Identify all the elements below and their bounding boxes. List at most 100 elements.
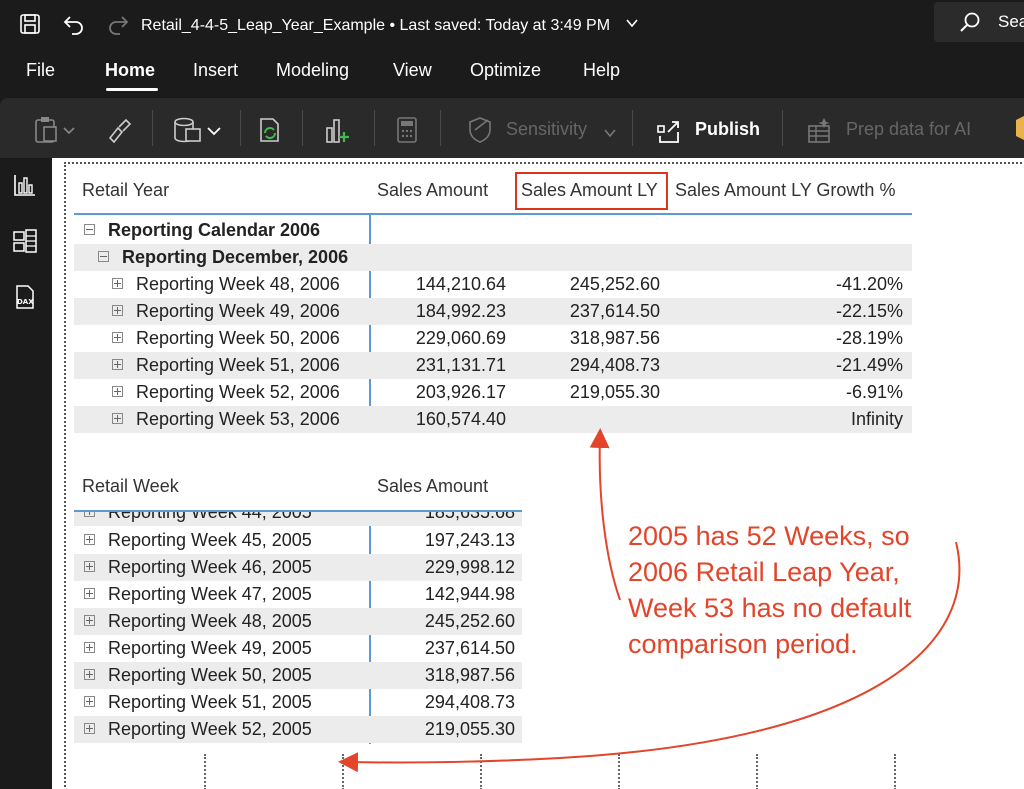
grid-dots xyxy=(618,754,620,789)
grid-dots xyxy=(204,754,206,789)
subgroup-row: Reporting December, 2006 xyxy=(74,244,912,271)
sales-value: 142,944.98 xyxy=(424,584,515,604)
menu-modeling[interactable]: Modeling xyxy=(276,60,350,80)
table-view-icon[interactable] xyxy=(12,228,38,254)
row-label: Reporting Week 44, 2005 xyxy=(108,512,312,522)
calculator-icon[interactable] xyxy=(396,116,418,144)
refresh-icon[interactable] xyxy=(256,116,284,144)
get-data-icon[interactable] xyxy=(172,116,228,144)
expand-icon[interactable] xyxy=(84,723,95,734)
visual-selection-frame xyxy=(64,162,1022,789)
table-row: Reporting Week 49, 2005 237,614.50 xyxy=(74,635,522,662)
menu-home[interactable]: Home xyxy=(105,60,156,80)
header-sales-amount-ly[interactable]: Sales Amount LY xyxy=(521,180,658,200)
chevron-down-icon[interactable] xyxy=(604,128,616,138)
saved-status: • Last saved: Today at 3:49 PM xyxy=(389,17,611,34)
header-divider xyxy=(74,213,912,215)
menu-optimize[interactable]: Optimize xyxy=(470,60,542,80)
sales-value: 185,635.68 xyxy=(424,512,515,522)
menu-view[interactable]: View xyxy=(393,60,432,80)
table-row: Reporting Week 45, 2005 197,243.13 xyxy=(74,527,522,554)
matrix-header: Retail Year Sales Amount Sales Amount LY… xyxy=(74,174,912,210)
expand-icon[interactable] xyxy=(84,615,95,626)
ribbon-separator xyxy=(782,110,783,146)
ribbon-separator xyxy=(302,110,303,146)
row-label: Reporting Week 52, 2005 xyxy=(108,719,312,739)
header-retail-year[interactable]: Retail Year xyxy=(82,180,170,200)
table-scroll-body[interactable]: Reporting Week 44, 2005 185,635.68 Repor… xyxy=(74,512,522,744)
annotation-line: Week 53 has no default xyxy=(628,593,912,623)
arrow-to-week-53 xyxy=(589,428,621,601)
ribbon-separator xyxy=(632,110,633,146)
header-retail-week[interactable]: Retail Week xyxy=(82,476,179,496)
expand-icon[interactable] xyxy=(84,534,95,545)
sales-value: 318,987.56 xyxy=(424,665,515,685)
row-label: Reporting Week 51, 2006 xyxy=(136,355,340,375)
collapse-icon[interactable] xyxy=(84,224,95,235)
report-view-icon[interactable] xyxy=(12,172,38,198)
annotation-callout: 2005 has 52 Weeks, so 2006 Retail Leap Y… xyxy=(628,518,911,662)
undo-icon[interactable] xyxy=(62,12,86,36)
table-row: Reporting Week 44, 2005 185,635.68 xyxy=(74,512,522,526)
expand-icon[interactable] xyxy=(84,642,95,653)
table-row: Reporting Week 50, 2005 318,987.56 xyxy=(74,662,522,689)
row-label: Reporting Week 47, 2005 xyxy=(108,584,312,604)
highlight-box xyxy=(515,172,668,210)
save-icon[interactable] xyxy=(18,12,42,36)
paste-icon[interactable] xyxy=(34,116,84,144)
ribbon-toolbar: Sensitivity Publish Prep data for AI xyxy=(0,98,1024,158)
sensitivity-button[interactable]: Sensitivity xyxy=(506,119,588,139)
table-row: Reporting Week 46, 2005 229,998.12 xyxy=(74,554,522,581)
row-label: Reporting Week 52, 2006 xyxy=(136,382,340,402)
menu-bar: File Home Insert Modeling View Optimize … xyxy=(0,52,1024,94)
expand-icon[interactable] xyxy=(84,669,95,680)
dax-query-view-icon[interactable]: DAX xyxy=(12,284,38,310)
group-row: Reporting Calendar 2006 xyxy=(74,217,912,244)
format-painter-icon[interactable] xyxy=(104,116,132,144)
menu-help[interactable]: Help xyxy=(583,60,621,80)
expand-icon[interactable] xyxy=(112,278,123,289)
table-row: Reporting Week 52, 2005 219,055.30 xyxy=(74,716,522,743)
sales-value: 229,060.69 xyxy=(415,328,506,348)
expand-icon[interactable] xyxy=(84,588,95,599)
ly-value: 245,252.60 xyxy=(569,274,660,294)
expand-icon[interactable] xyxy=(112,359,123,370)
ly-value: 237,614.50 xyxy=(569,301,660,321)
publish-icon[interactable] xyxy=(654,116,684,144)
growth-value: -22.15% xyxy=(835,301,903,321)
expand-icon[interactable] xyxy=(112,386,123,397)
prep-data-icon[interactable] xyxy=(806,116,834,144)
header-sales-amount[interactable]: Sales Amount xyxy=(377,476,489,496)
collapse-icon[interactable] xyxy=(98,251,109,262)
expand-icon[interactable] xyxy=(84,696,95,707)
chevron-down-icon[interactable] xyxy=(626,18,638,28)
row-label: Reporting Week 51, 2005 xyxy=(108,692,312,712)
row-label: Reporting Week 45, 2005 xyxy=(108,530,312,550)
header-sales-amount-ly-growth[interactable]: Sales Amount LY Growth % xyxy=(675,180,896,200)
sales-value: 245,252.60 xyxy=(424,611,515,631)
expand-icon[interactable] xyxy=(84,512,95,517)
document-title[interactable]: Retail_4-4-5_Leap_Year_Example • Last sa… xyxy=(141,17,610,35)
expand-icon[interactable] xyxy=(84,561,95,572)
grid-dots xyxy=(480,754,482,789)
menu-insert[interactable]: Insert xyxy=(193,60,239,80)
new-visual-icon[interactable] xyxy=(324,116,352,144)
subgroup-label: Reporting December, 2006 xyxy=(122,247,349,267)
search-box[interactable]: Sea xyxy=(934,2,1024,42)
table-row: Reporting Week 53, 2006 160,574.40 Infin… xyxy=(74,406,912,433)
redo-icon[interactable] xyxy=(106,12,130,36)
expand-icon[interactable] xyxy=(112,305,123,316)
sensitivity-icon[interactable] xyxy=(466,116,494,144)
header-sales-amount[interactable]: Sales Amount xyxy=(377,180,489,200)
table-row: Reporting Week 51, 2005 294,408.73 xyxy=(74,689,522,716)
expand-icon[interactable] xyxy=(112,332,123,343)
publish-button[interactable]: Publish xyxy=(695,119,761,139)
active-tab-indicator xyxy=(106,88,158,91)
copilot-icon[interactable] xyxy=(1014,116,1024,140)
expand-icon[interactable] xyxy=(112,413,123,424)
menu-file[interactable]: File xyxy=(26,60,56,80)
prep-data-button[interactable]: Prep data for AI xyxy=(846,119,972,139)
row-label: Reporting Week 53, 2006 xyxy=(136,409,340,429)
growth-value: -28.19% xyxy=(835,328,903,348)
